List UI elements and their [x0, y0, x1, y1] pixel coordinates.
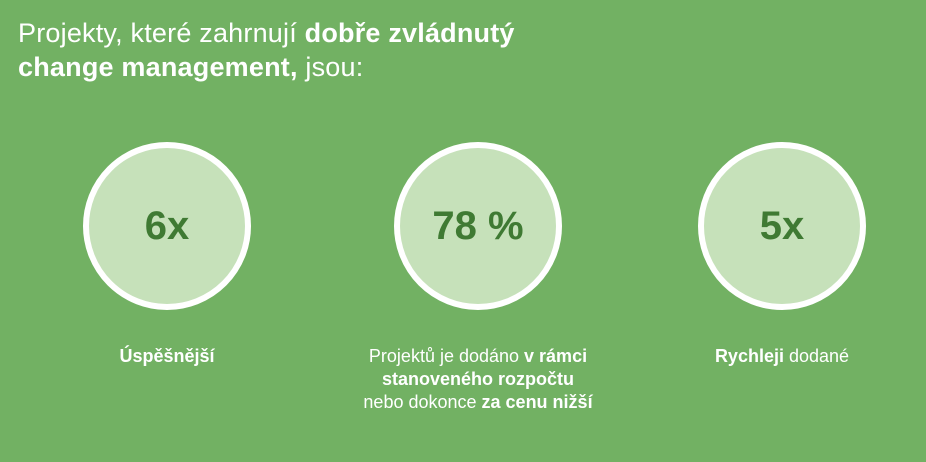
stat-circle: 6x: [83, 142, 251, 310]
stat-caption-bold: Rychleji: [714, 346, 784, 366]
stat-value: 5x: [759, 204, 805, 248]
stat-caption-bold: Úspěšnější: [119, 346, 215, 366]
stat-caption-line1-regular: Projektů je dodáno: [368, 346, 525, 366]
stat-caption-line3-regular: nebo dokonce: [363, 392, 482, 412]
stat-caption-line1-bold: v rámci: [524, 346, 588, 366]
stat-caption-line2-bold: stanoveného rozpočtu: [381, 369, 574, 389]
headline: Projekty, které zahrnují dobře zvládnutý…: [18, 16, 515, 84]
stat-budget: 78 % Projektů je dodáno v rámci stanoven…: [318, 142, 638, 414]
headline-line2-regular: jsou:: [297, 52, 364, 82]
stat-value: 6x: [144, 204, 190, 248]
headline-line2-bold: change management,: [18, 52, 298, 82]
stat-caption: Projektů je dodáno v rámci stanoveného r…: [318, 345, 638, 414]
stat-value: 78 %: [432, 204, 524, 248]
stat-caption: Úspěšnější: [7, 345, 327, 368]
stat-caption-regular: dodané: [783, 346, 850, 366]
headline-line1-bold: dobře zvládnutý: [304, 18, 515, 48]
stat-circle: 5x: [698, 142, 866, 310]
stat-caption-line3-bold: za cenu nižší: [481, 392, 593, 412]
stat-circle: 78 %: [394, 142, 562, 310]
headline-line1-regular: Projekty, které zahrnují: [18, 18, 305, 48]
stat-success: 6x Úspěšnější: [7, 142, 327, 368]
stat-caption: Rychleji dodané: [622, 345, 926, 368]
stat-speed: 5x Rychleji dodané: [622, 142, 926, 368]
